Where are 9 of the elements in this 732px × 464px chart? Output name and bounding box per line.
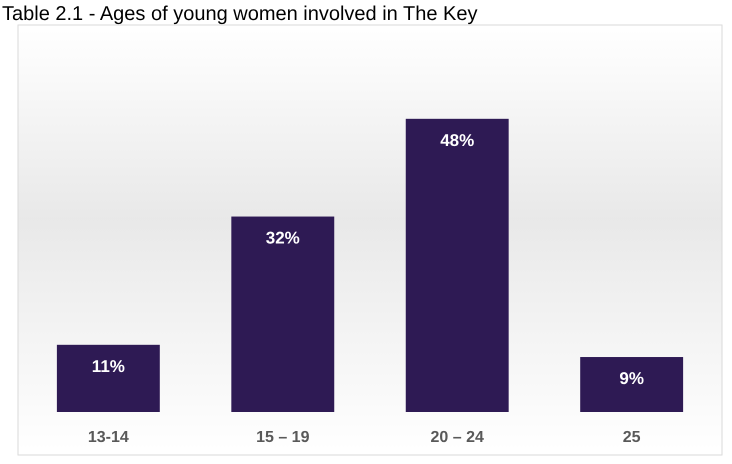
x-tick-label: 15 – 19 xyxy=(256,429,310,446)
data-label: 9% xyxy=(619,369,644,388)
data-label: 48% xyxy=(440,130,474,150)
x-tick-label: 25 xyxy=(622,429,641,446)
data-label: 11% xyxy=(92,356,125,376)
chart-title: Table 2.1 - Ages of young women involved in The Key xyxy=(2,3,478,25)
x-tick-label: 13-14 xyxy=(88,429,129,446)
x-tick-label: 20 – 24 xyxy=(430,429,484,446)
data-label: 32% xyxy=(266,228,300,248)
